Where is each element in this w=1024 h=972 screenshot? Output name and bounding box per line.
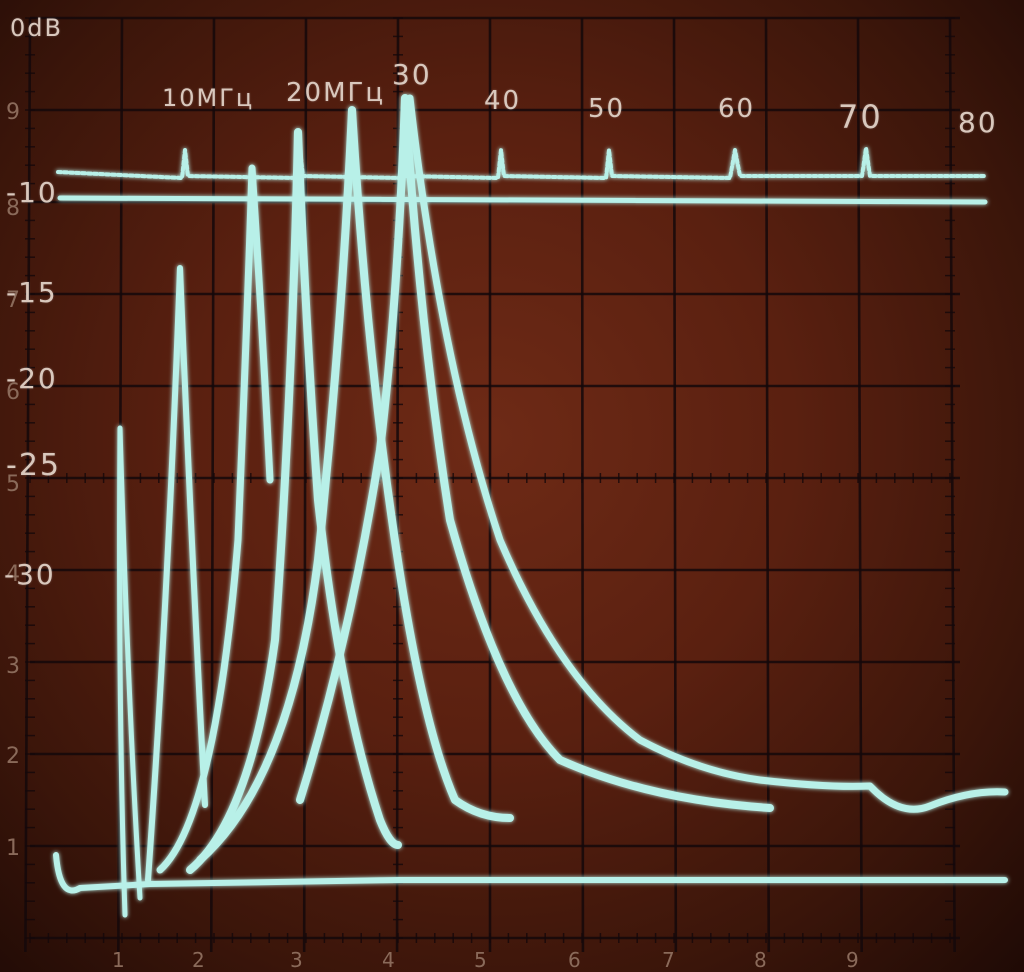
y-graticule-number: 9	[6, 100, 20, 125]
x-graticule-number: 6	[568, 948, 581, 972]
peak-trace-5	[196, 106, 514, 864]
y-graticule-number: 4	[6, 562, 20, 587]
freq-40-label: 40	[484, 86, 522, 116]
grid-line	[395, 17, 400, 953]
graticule-grid	[24, 16, 960, 953]
minus10-db-label: -10	[6, 176, 58, 209]
x-graticule-number: 7	[662, 948, 675, 972]
y-graticule-number: 7	[6, 288, 20, 313]
x-graticule-number: 4	[382, 948, 395, 972]
minus10-reference-trace	[57, 195, 988, 205]
zero-db-label: 0dB	[10, 14, 63, 42]
x-graticule-number: 1	[112, 948, 125, 972]
peak-trace-4	[186, 128, 402, 874]
x-graticule-number: 8	[754, 948, 767, 972]
x-graticule-number: 3	[290, 948, 303, 972]
y-graticule-number: 3	[6, 654, 20, 679]
peak-trace-3	[156, 164, 274, 874]
freq-80-label: 80	[958, 106, 998, 139]
grid-line	[672, 17, 678, 953]
freq-60-label: 60	[718, 94, 756, 124]
grid-line	[209, 17, 216, 953]
marker-trace	[56, 146, 987, 180]
peak-trace-7	[406, 94, 1009, 813]
x-graticule-number: 9	[846, 948, 859, 972]
freq-30-label: 30	[392, 58, 432, 91]
peak-trace-6	[296, 94, 774, 812]
response-traces	[53, 94, 1009, 918]
y-graticule-number: 6	[6, 380, 20, 405]
y-graticule-number: 1	[6, 836, 20, 861]
minus30-db-label: -30	[4, 558, 56, 591]
grid-line	[24, 17, 32, 953]
minus15-db-label: -15	[6, 276, 58, 309]
peak-trace-2	[145, 265, 208, 883]
minus20-db-label: -20	[6, 362, 58, 395]
x-graticule-number: 2	[192, 948, 205, 972]
grid-line	[856, 17, 863, 953]
grid-line	[948, 17, 956, 953]
freq-70-label: 70	[838, 98, 883, 136]
y-graticule-number: 5	[6, 472, 20, 497]
freq-10mhz-label: 10MГц	[162, 84, 255, 112]
y-graticule-number: 2	[6, 744, 20, 769]
grid-line	[764, 17, 771, 953]
freq-50-label: 50	[588, 94, 626, 124]
baseline-trace	[53, 852, 1008, 894]
x-graticule-number: 5	[474, 948, 487, 972]
grid-line	[580, 17, 585, 953]
minus25-db-label: -25	[6, 448, 61, 483]
y-graticule-number: 8	[6, 196, 20, 221]
peak-trace-1	[117, 425, 143, 918]
freq-20mhz-label: 20MГц	[286, 78, 386, 108]
grid-line	[302, 17, 308, 953]
